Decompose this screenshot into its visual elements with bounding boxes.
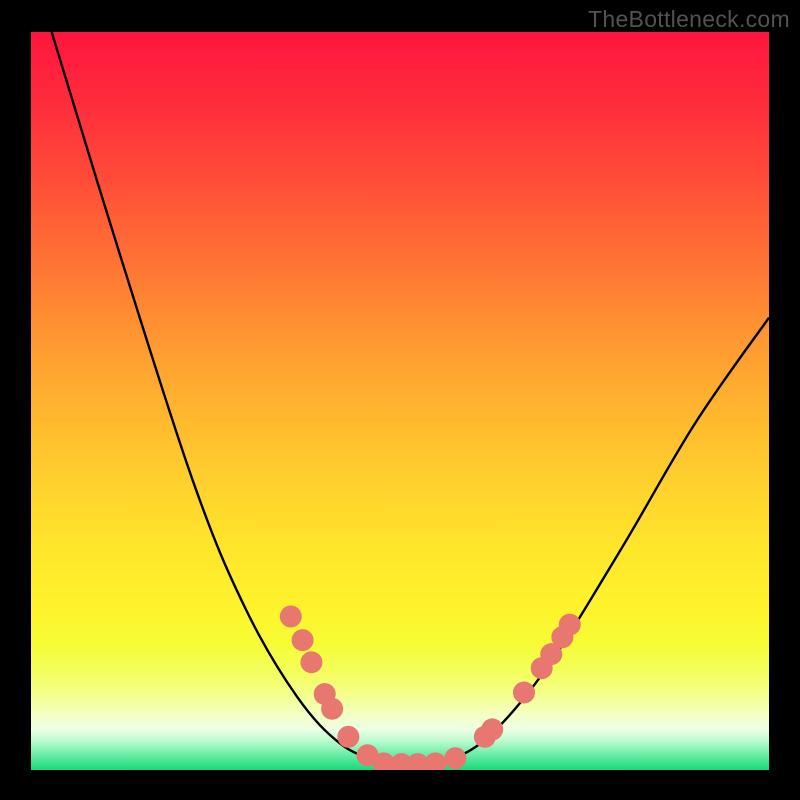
chart-frame: TheBottleneck.com <box>0 0 800 800</box>
bottleneck-curve-plot <box>0 0 800 800</box>
